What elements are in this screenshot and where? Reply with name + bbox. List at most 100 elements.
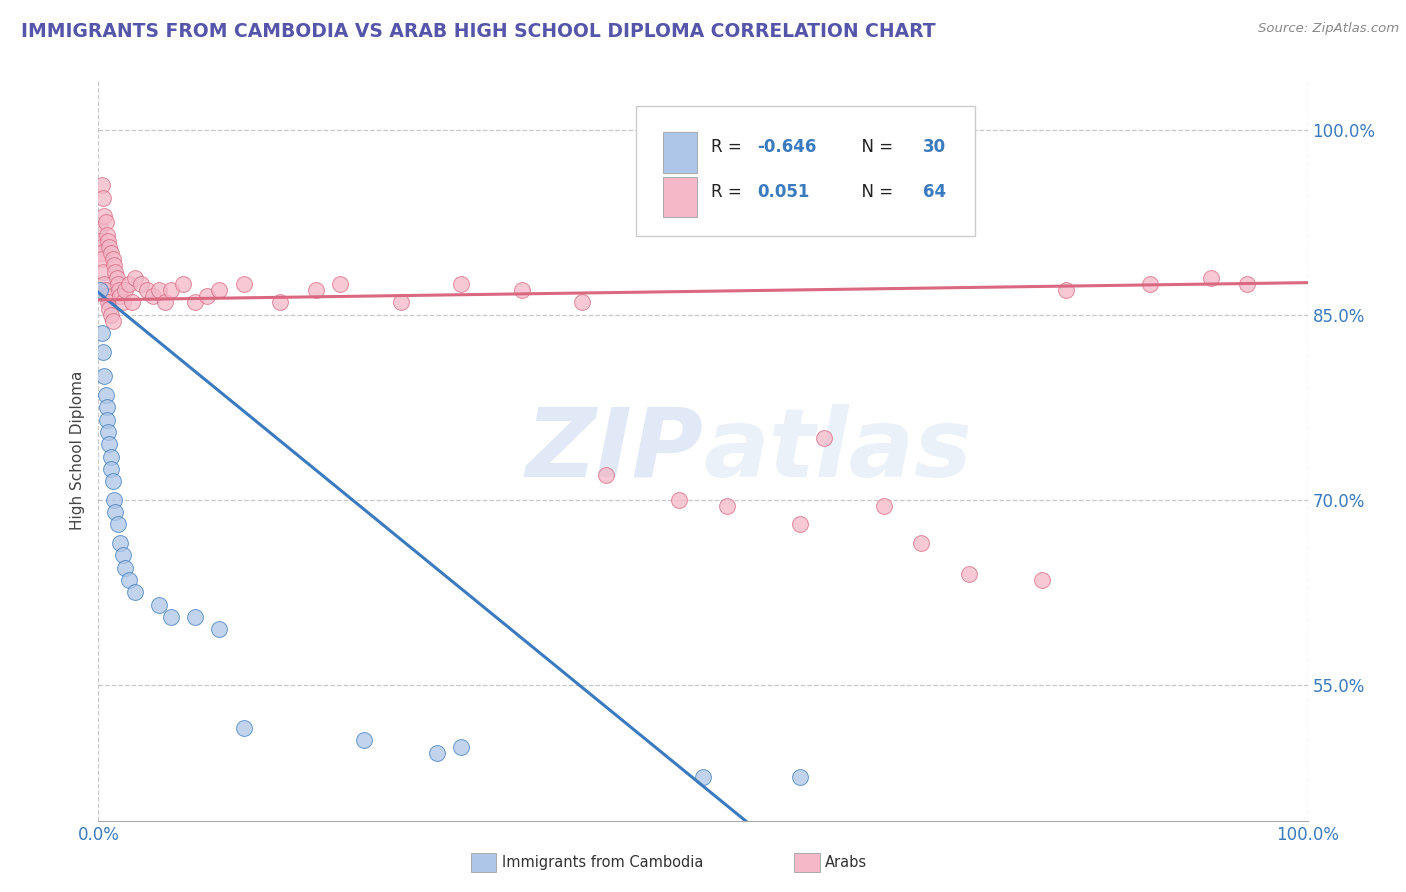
Point: [111, 295, 134, 310]
Point: [124, 270, 146, 285]
Text: 64: 64: [924, 183, 946, 201]
Point: [269, 295, 291, 310]
Point: [100, 450, 122, 464]
Point: [93, 277, 115, 291]
Point: [353, 733, 375, 747]
Point: [135, 283, 157, 297]
Point: [571, 295, 593, 310]
Point: [91, 344, 114, 359]
Point: [450, 277, 472, 291]
Point: [118, 573, 141, 587]
Point: [100, 308, 122, 322]
Point: [107, 517, 129, 532]
Point: [93, 369, 115, 384]
Point: [160, 610, 183, 624]
Y-axis label: High School Diploma: High School Diploma: [69, 371, 84, 530]
Point: [89, 234, 111, 248]
Point: [450, 739, 472, 754]
Point: [873, 499, 896, 513]
Point: [114, 560, 136, 574]
Point: [121, 295, 143, 310]
Point: [148, 598, 170, 612]
Point: [813, 431, 835, 445]
Point: [96, 289, 118, 303]
Point: [1236, 277, 1258, 291]
Point: [789, 771, 811, 785]
Text: N =: N =: [851, 183, 898, 201]
Point: [91, 264, 114, 278]
Point: [1031, 573, 1053, 587]
Point: [208, 623, 231, 637]
Point: [510, 283, 533, 297]
Text: R =: R =: [711, 183, 752, 201]
Point: [195, 289, 218, 303]
Point: [96, 401, 118, 415]
Point: [184, 610, 207, 624]
Point: [668, 492, 690, 507]
Point: [91, 178, 114, 193]
Point: [101, 252, 124, 267]
Point: [208, 283, 231, 297]
Point: [172, 277, 194, 291]
Point: [101, 475, 124, 489]
Point: [153, 295, 176, 310]
Point: [91, 252, 114, 267]
Point: [595, 468, 617, 483]
Point: [305, 283, 328, 297]
Text: Arabs: Arabs: [825, 855, 868, 870]
Text: 30: 30: [924, 138, 946, 156]
Point: [108, 283, 131, 297]
Point: [89, 283, 111, 297]
Point: [160, 283, 183, 297]
Text: -0.646: -0.646: [758, 138, 817, 156]
Bar: [664, 177, 697, 218]
Point: [97, 295, 120, 310]
Point: [101, 314, 124, 328]
Point: [114, 283, 136, 297]
Point: [105, 270, 128, 285]
Text: IMMIGRANTS FROM CAMBODIA VS ARAB HIGH SCHOOL DIPLOMA CORRELATION CHART: IMMIGRANTS FROM CAMBODIA VS ARAB HIGH SC…: [21, 22, 936, 41]
Point: [108, 536, 131, 550]
Point: [142, 289, 165, 303]
Point: [118, 277, 141, 291]
Point: [94, 215, 117, 229]
Point: [107, 277, 129, 291]
Point: [104, 505, 127, 519]
Point: [148, 283, 170, 297]
Point: [184, 295, 207, 310]
Point: [1199, 270, 1222, 285]
Point: [957, 566, 980, 581]
Point: [389, 295, 412, 310]
Point: [100, 246, 122, 260]
Point: [93, 209, 115, 223]
Point: [96, 412, 118, 426]
Point: [111, 549, 134, 563]
Point: [103, 259, 125, 273]
Point: [100, 462, 122, 476]
Point: [94, 388, 117, 402]
Point: [97, 425, 120, 439]
Point: [426, 746, 449, 760]
Point: [1139, 277, 1161, 291]
Text: N =: N =: [851, 138, 898, 156]
Text: atlas: atlas: [703, 404, 972, 497]
Point: [97, 234, 120, 248]
Point: [232, 721, 254, 735]
Point: [124, 585, 146, 599]
FancyBboxPatch shape: [637, 106, 976, 235]
Text: Source: ZipAtlas.com: Source: ZipAtlas.com: [1258, 22, 1399, 36]
Point: [90, 246, 112, 260]
Point: [129, 277, 152, 291]
Point: [94, 283, 117, 297]
Point: [329, 277, 352, 291]
Point: [692, 771, 714, 785]
Point: [96, 227, 118, 242]
Point: [98, 437, 121, 451]
Point: [89, 221, 111, 235]
Point: [910, 536, 932, 550]
Point: [789, 517, 811, 532]
Point: [91, 326, 114, 341]
Point: [232, 277, 254, 291]
Point: [90, 240, 112, 254]
Point: [98, 301, 121, 316]
